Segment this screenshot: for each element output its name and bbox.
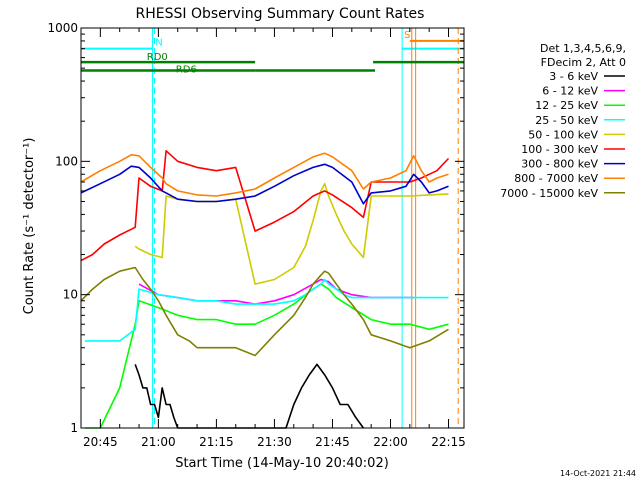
chart-title: RHESSI Observing Summary Count Rates xyxy=(136,6,425,22)
legend-header-line: FDecim 2, Att 0 xyxy=(541,56,626,69)
legend-header-line: Det 1,3,4,5,6,9, xyxy=(540,42,626,55)
series-line xyxy=(80,163,449,205)
legend-entry-label: 3 - 6 keV xyxy=(549,70,598,83)
x-tick-label: 20:45 xyxy=(83,435,118,449)
y-tick-label: 10 xyxy=(63,288,78,302)
legend-entry-label: 25 - 50 keV xyxy=(535,114,598,127)
legend-entry-label: 50 - 100 keV xyxy=(528,128,598,141)
legend-entry-label: 300 - 800 keV xyxy=(521,158,598,171)
annotation-layer: N S RD0 RD6 xyxy=(81,28,464,428)
plot-frame xyxy=(80,27,465,429)
x-axis-label: Start Time (14-May-10 20:40:02) xyxy=(175,456,389,471)
series-layer xyxy=(80,150,450,429)
x-tick-label: 21:15 xyxy=(199,435,234,449)
night-label: N xyxy=(155,38,162,49)
series-line xyxy=(80,150,450,262)
x-tick-label: 21:00 xyxy=(141,435,176,449)
series-line xyxy=(138,278,414,305)
rd0-label: RD0 xyxy=(147,52,168,63)
series-line xyxy=(134,182,449,285)
y-axis-label: Count Rate (s⁻¹ detector⁻¹) xyxy=(22,138,37,315)
legend-entry-label: 100 - 300 keV xyxy=(521,143,598,156)
legend: Det 1,3,4,5,6,9,FDecim 2, Att 03 - 6 keV… xyxy=(500,42,626,200)
axes-layer: 1 10 100 1000 20:45 21:00 21:15 21:30 21:45 22:00… xyxy=(47,21,465,449)
rd6-label: RD6 xyxy=(176,65,197,76)
x-tick-label: 21:45 xyxy=(315,435,350,449)
footer-date: 14-Oct-2021 21:44 xyxy=(560,469,636,478)
series-line xyxy=(80,266,449,357)
legend-entry-label: 6 - 12 keV xyxy=(542,85,598,98)
series-line xyxy=(84,278,449,342)
legend-entry-label: 7000 - 15000 keV xyxy=(500,187,598,200)
y-tick-label: 1 xyxy=(70,421,78,435)
series-line xyxy=(80,152,449,197)
series-line xyxy=(134,363,365,429)
x-tick-label: 22:00 xyxy=(373,435,408,449)
x-tick-label: 21:30 xyxy=(257,435,292,449)
saa-label: S xyxy=(404,30,410,41)
x-tick-label: 22:15 xyxy=(431,435,466,449)
legend-entry-label: 800 - 7000 keV xyxy=(514,172,598,185)
y-tick-label: 100 xyxy=(55,154,78,168)
legend-entry-label: 12 - 25 keV xyxy=(535,99,598,112)
series-line xyxy=(84,283,449,429)
y-tick-label: 1000 xyxy=(47,21,78,35)
